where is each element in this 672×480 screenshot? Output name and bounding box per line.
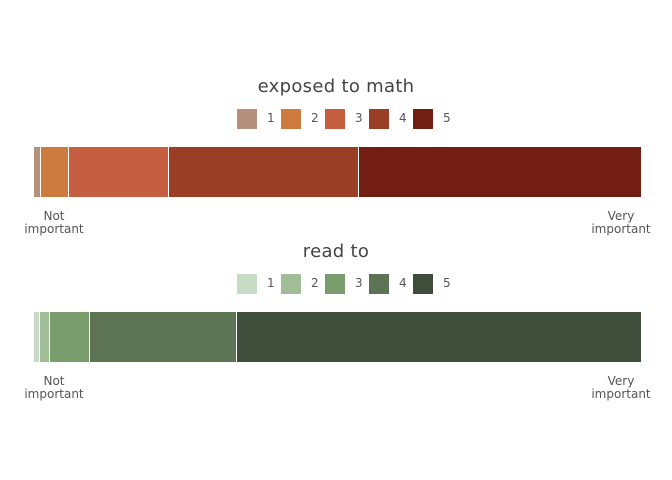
- chart-title: exposed to math: [257, 76, 415, 97]
- legend: 1 2 3 4 5: [0, 274, 672, 294]
- legend-swatch: [369, 109, 389, 129]
- bar-segment-4: [89, 312, 237, 362]
- chart-title: read to: [302, 241, 370, 262]
- bar-segment-3: [67, 147, 169, 197]
- legend-swatch: [369, 274, 389, 294]
- legend-swatch: [237, 274, 257, 294]
- legend-swatch: [281, 274, 301, 294]
- axis-label-left: Not important: [24, 209, 84, 236]
- legend-swatch: [413, 274, 433, 294]
- bar-segment-1: [34, 312, 39, 362]
- bar-segment-2: [40, 147, 68, 197]
- axis-label-right: Very important: [591, 209, 651, 236]
- legend-label: 4: [399, 276, 407, 290]
- legend-swatch: [325, 274, 345, 294]
- bar-segment-5: [236, 312, 641, 362]
- chart-panel-1: exposed to math 1 2 3 4 5 Not important Very impo…: [0, 76, 672, 241]
- legend-swatch: [413, 109, 433, 129]
- legend-swatch: [325, 109, 345, 129]
- stacked-bar: [34, 147, 641, 197]
- bar-segment-5: [358, 147, 641, 197]
- legend-swatch: [281, 109, 301, 129]
- legend-label: 5: [443, 276, 451, 290]
- stacked-bar: [34, 312, 641, 362]
- legend-label: 3: [355, 111, 363, 125]
- axis-label-right: Very important: [591, 374, 651, 401]
- bar-segment-3: [49, 312, 90, 362]
- legend-label: 2: [311, 276, 319, 290]
- bar-segment-4: [168, 147, 359, 197]
- legend-label: 3: [355, 276, 363, 290]
- legend: 1 2 3 4 5: [0, 109, 672, 129]
- bar-segment-2: [38, 312, 50, 362]
- bar-segment-1: [34, 147, 41, 197]
- chart-panel-2: read to 1 2 3 4 5 Not important Very important: [0, 241, 672, 406]
- axis-label-left: Not important: [24, 374, 84, 401]
- legend-label: 4: [399, 111, 407, 125]
- legend-label: 2: [311, 111, 319, 125]
- legend-label: 5: [443, 111, 451, 125]
- legend-swatch: [237, 109, 257, 129]
- legend-label: 1: [267, 276, 275, 290]
- legend-label: 1: [267, 111, 275, 125]
